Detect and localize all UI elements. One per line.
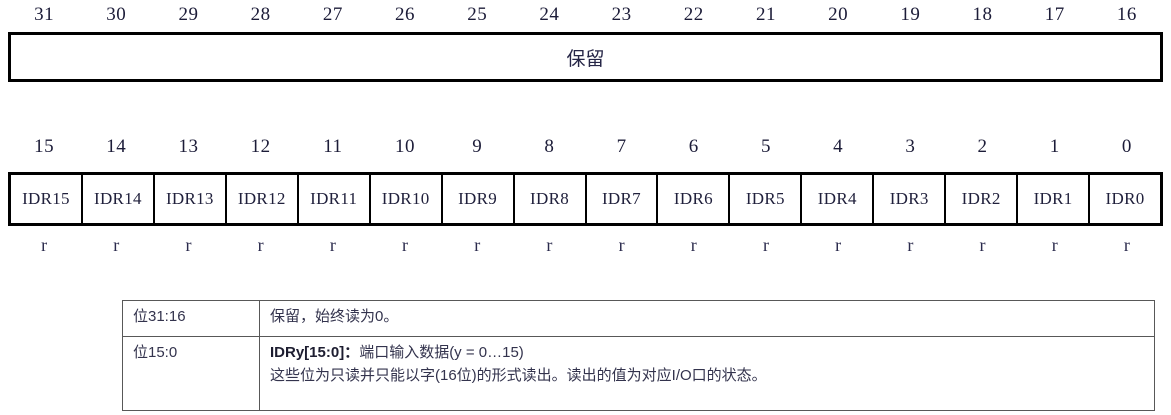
field-name-label: IDRy[15:0]：	[270, 344, 360, 361]
access-attribute: r	[329, 234, 336, 255]
bit-field-cell: IDR7	[586, 175, 659, 223]
bit-field-cell: IDR3	[874, 175, 947, 223]
description-line-primary: IDRy[15:0]：端口输入数据(y = 0…15)	[270, 341, 1144, 364]
bit-number: 25	[467, 4, 488, 25]
access-attribute: r	[185, 234, 192, 255]
bit-number-row-low: 15 14 13 12 11 10 9 8 7 6 5 4 3 2 1 0	[8, 134, 1163, 160]
access-attribute: r	[907, 234, 914, 255]
bit-field-cell: IDR6	[658, 175, 731, 223]
access-attribute: r	[41, 234, 48, 255]
access-attribute: r	[474, 234, 481, 255]
access-attribute: r	[618, 234, 625, 255]
bit-field-label: IDR15	[22, 189, 70, 208]
bit-number: 11	[323, 136, 343, 157]
bit-number: 16	[1116, 4, 1137, 25]
bit-number: 18	[972, 4, 993, 25]
bit-number: 23	[611, 4, 632, 25]
bit-field-label: IDR11	[310, 189, 358, 208]
bit-number: 2	[977, 136, 988, 157]
bit-number: 9	[472, 136, 483, 157]
access-attribute: r	[546, 234, 553, 255]
bit-number: 1	[1049, 136, 1060, 157]
bit-field-label: IDR13	[165, 189, 214, 208]
bit-number: 28	[250, 4, 271, 25]
bit-number: 0	[1121, 136, 1132, 157]
bit-number: 10	[395, 136, 416, 157]
description-text: 端口输入数据(y = 0…15)	[359, 344, 524, 361]
bit-number: 26	[395, 4, 416, 25]
bit-number: 3	[905, 136, 916, 157]
bit-field-cell: IDR12	[226, 175, 299, 223]
bit-number: 8	[544, 136, 555, 157]
description-line-secondary: 这些位为只读并只能以字(16位)的形式读出。读出的值为对应I/O口的状态。	[270, 367, 767, 385]
access-attribute-row: r r r r r r r r r r r r r r r r	[8, 232, 1163, 258]
bit-field-label: IDR8	[530, 189, 570, 208]
access-attribute: r	[690, 234, 697, 255]
access-attribute: r	[402, 234, 409, 255]
bit-field-cell: IDR0	[1090, 175, 1160, 223]
bit-number: 12	[250, 136, 271, 157]
table-row: 位15:0 IDRy[15:0]：端口输入数据(y = 0…15) 这些位为只读…	[122, 336, 1155, 411]
bit-field-label: IDR7	[601, 189, 641, 208]
bit-field-cell: IDR13	[154, 175, 227, 223]
access-attribute: r	[762, 234, 769, 255]
bit-number: 29	[178, 4, 199, 25]
bit-number: 30	[106, 4, 127, 25]
bit-number: 5	[760, 136, 771, 157]
bit-number: 13	[178, 136, 199, 157]
bit-number: 7	[616, 136, 627, 157]
bit-field-cell: IDR11	[298, 175, 371, 223]
bit-field-label: IDR10	[381, 189, 430, 208]
bit-field-label: IDR14	[94, 189, 142, 208]
table-row: 位31:16 保留，始终读为0。	[122, 300, 1155, 337]
bit-field-row: IDR15 IDR14 IDR13 IDR12 IDR11 IDR10 IDR9…	[8, 172, 1163, 226]
bit-number: 6	[688, 136, 699, 157]
bit-number: 24	[539, 4, 560, 25]
access-attribute: r	[1051, 234, 1058, 255]
bit-number: 14	[106, 136, 127, 157]
bit-description-table: 位31:16 保留，始终读为0。 位15:0 IDRy[15:0]：端口输入数据…	[122, 300, 1155, 411]
bit-field-label: IDR2	[961, 189, 1001, 208]
bit-field-label: IDR9	[458, 189, 498, 208]
bit-field-cell: IDR5	[730, 175, 803, 223]
bit-number: 4	[833, 136, 844, 157]
bit-field-cell: IDR15	[11, 175, 83, 223]
reserved-field-box: 保留	[8, 32, 1163, 82]
bit-number: 31	[34, 4, 55, 25]
bit-field-cell: IDR8	[514, 175, 587, 223]
bit-field-cell: IDR9	[442, 175, 515, 223]
bit-range-cell: 位15:0	[122, 336, 260, 411]
bit-field-cell: IDR10	[370, 175, 443, 223]
access-attribute: r	[113, 234, 120, 255]
bit-field-label: IDR3	[889, 189, 929, 208]
bit-field-cell: IDR14	[82, 175, 155, 223]
bit-field-label: IDR4	[817, 189, 857, 208]
bit-number-row-high: 31 30 29 28 27 26 25 24 23 22 21 20 19 1…	[8, 2, 1163, 28]
access-attribute: r	[257, 234, 264, 255]
access-attribute: r	[979, 234, 986, 255]
reserved-label: 保留	[566, 48, 605, 70]
bit-field-label: IDR0	[1105, 189, 1145, 208]
access-attribute: r	[1123, 234, 1130, 255]
bit-field-label: IDR5	[745, 189, 785, 208]
bit-field-label: IDR1	[1033, 189, 1073, 208]
bit-number: 21	[755, 4, 776, 25]
bit-number: 17	[1044, 4, 1065, 25]
bit-range-cell: 位31:16	[122, 300, 260, 337]
bit-field-cell: IDR4	[802, 175, 875, 223]
bit-field-cell: IDR2	[946, 175, 1019, 223]
bit-description-cell: 保留，始终读为0。	[259, 300, 1155, 337]
bit-field-cell: IDR1	[1018, 175, 1091, 223]
bit-number: 20	[828, 4, 849, 25]
bit-number: 15	[34, 136, 55, 157]
bit-number: 27	[322, 4, 343, 25]
bit-description-cell: IDRy[15:0]：端口输入数据(y = 0…15) 这些位为只读并只能以字(…	[259, 336, 1155, 411]
bit-number: 22	[683, 4, 704, 25]
bit-number: 19	[900, 4, 921, 25]
description-line: 保留，始终读为0。	[270, 308, 399, 325]
bit-field-label: IDR12	[237, 189, 286, 208]
bit-field-label: IDR6	[673, 189, 713, 208]
access-attribute: r	[835, 234, 842, 255]
